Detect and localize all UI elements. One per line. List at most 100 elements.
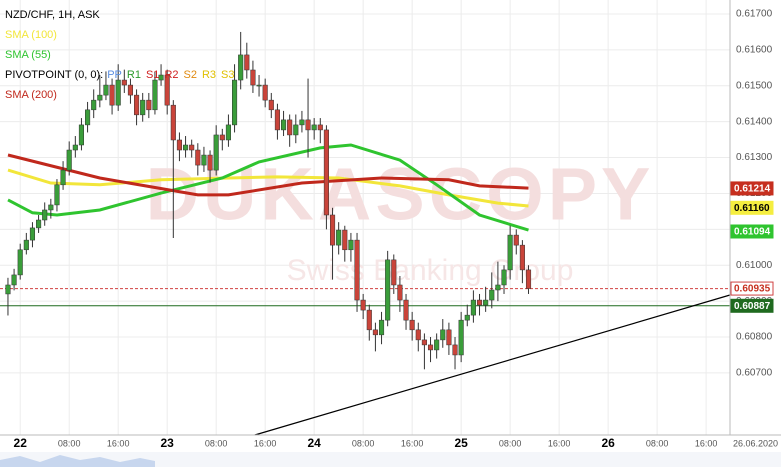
candle-body	[427, 344, 434, 351]
candle-body	[476, 299, 483, 306]
candle-body	[140, 99, 146, 116]
candle-body	[60, 169, 66, 186]
candle-body	[134, 94, 140, 116]
candle-body	[183, 144, 189, 151]
candle-body	[507, 234, 513, 271]
candle-body	[268, 99, 274, 111]
x-tick-label: 08:00	[58, 438, 81, 448]
candle-body	[348, 239, 354, 251]
price-tag-label: 0.60935	[734, 284, 771, 295]
candle-body	[464, 314, 470, 321]
candle-body	[409, 319, 415, 331]
candle-body	[195, 149, 201, 166]
candle-body	[311, 124, 317, 131]
candle-body	[366, 309, 372, 331]
candle-body	[391, 259, 397, 286]
sma-line	[7, 143, 529, 232]
candle-body	[170, 104, 176, 141]
pivot-level: PP	[107, 69, 122, 81]
candle-body	[513, 234, 519, 246]
candle-body	[262, 84, 268, 101]
candle-body	[440, 329, 446, 341]
candle-body	[72, 144, 78, 151]
candle-body	[176, 139, 182, 151]
candle-body	[501, 269, 507, 286]
y-tick-label: 0.61600	[736, 45, 773, 56]
candle-body	[85, 109, 91, 126]
candle-body	[219, 134, 225, 141]
candle-body	[446, 329, 452, 346]
y-tick-label: 0.60800	[736, 332, 773, 343]
grid	[0, 0, 730, 435]
legend-entry: SMA (55)	[5, 49, 51, 61]
pivot-level: R3	[202, 69, 216, 81]
sma-line	[7, 153, 529, 197]
candle-body	[525, 269, 532, 289]
chart-title: NZD/CHF, 1H, ASK	[5, 9, 100, 21]
candle-body	[250, 69, 256, 86]
legend-entry: SMA (100)	[5, 29, 57, 41]
legend-entry: SMA (200)	[5, 89, 57, 101]
navigator	[0, 452, 781, 467]
watermark-sub: Swiss Banking Group	[287, 254, 574, 287]
pivot-level: S2	[184, 69, 197, 81]
candle-body	[36, 219, 42, 229]
candle-body	[127, 84, 133, 96]
candle-body	[483, 299, 489, 306]
y-tick-label: 0.61400	[736, 116, 773, 127]
candle-body	[397, 284, 403, 301]
y-axis-area	[730, 0, 781, 435]
candle-body	[299, 119, 305, 126]
y-tick-label: 0.61000	[736, 260, 773, 271]
candle-body	[403, 299, 409, 321]
candle-body	[280, 119, 287, 131]
x-tick-label: 16:00	[695, 438, 718, 448]
x-tick-label: 16:00	[401, 438, 424, 448]
candle-body	[17, 249, 23, 276]
candle-body	[421, 339, 427, 346]
candle-body	[323, 129, 329, 216]
candle-body	[385, 259, 391, 321]
candle-body	[42, 209, 48, 221]
candle-body	[305, 119, 311, 131]
x-tick-label: 25	[454, 436, 468, 450]
candle-body	[372, 329, 378, 336]
candle-body	[5, 284, 11, 295]
x-tick-label: 08:00	[646, 438, 669, 448]
navigator-area	[0, 455, 155, 467]
candle-body	[452, 344, 458, 356]
y-tick-label: 0.61300	[736, 152, 773, 163]
plot	[0, 31, 731, 436]
candle-body	[378, 319, 385, 336]
candle-body	[201, 154, 207, 166]
x-tick-label: 08:00	[499, 438, 522, 448]
candle-body	[115, 79, 121, 106]
candle-body	[207, 154, 213, 171]
x-tick-label: 08:00	[352, 438, 375, 448]
legend: NZD/CHF, 1H, ASK SMA (100) SMA (55) PIVOTPO…	[5, 9, 235, 101]
x-tick-label: 08:00	[205, 438, 228, 448]
candle-body	[354, 239, 360, 301]
x-tick-label: 16:00	[254, 438, 277, 448]
x-tick-label: 26	[601, 436, 615, 450]
price-tag	[730, 181, 774, 196]
price-tag-label: 0.61160	[734, 203, 770, 214]
x-tick-label: 16:00	[107, 438, 130, 448]
x-tick-label: 23	[161, 436, 175, 450]
candle-body	[256, 84, 262, 87]
candle-body	[317, 124, 323, 131]
candle-body	[238, 54, 244, 81]
candle-body	[29, 227, 36, 241]
candle-body	[458, 319, 464, 356]
pivot-level: R1	[127, 69, 141, 81]
candle-body	[342, 229, 348, 251]
candle-body	[189, 144, 195, 151]
pivot-level: R2	[164, 69, 178, 81]
candle-body	[470, 299, 476, 316]
sma-line	[7, 168, 529, 208]
candle-body	[78, 124, 85, 146]
price-tag	[730, 200, 774, 215]
y-tick-label: 0.61700	[736, 9, 773, 20]
